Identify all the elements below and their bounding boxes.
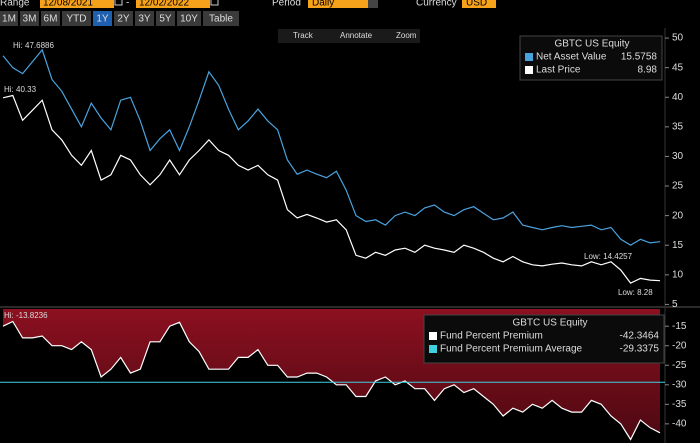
legend-name: Last Price (536, 65, 581, 76)
legend-box (519, 35, 663, 81)
y-tick-label: -35 (672, 399, 687, 410)
range-button-label: 6M (44, 14, 58, 25)
end-date: 12/02/2022 (139, 0, 189, 9)
annotation: Low: 8.28 (618, 288, 653, 297)
annotation: Hi: -13.8236 (4, 311, 48, 320)
charts: 50 45 40 35 30 25 20 15 10 5 GBTC US Equity Net Ass… (0, 33, 687, 441)
legend-title: GBTC US Equity (554, 39, 629, 50)
range-button[interactable] (93, 11, 112, 26)
dropdown-arrow[interactable] (368, 0, 378, 8)
range-button-label: 1Y (96, 14, 109, 25)
start-date-input[interactable] (40, 0, 114, 8)
range-button-label: 1M (2, 14, 16, 25)
range-label: Range (0, 0, 30, 9)
y-tick-label: 25 (672, 181, 684, 192)
y-tick-label: 20 (672, 210, 684, 221)
range-button[interactable] (62, 11, 91, 26)
calendar-icon[interactable] (114, 0, 123, 6)
legend-title: GBTC US Equity (512, 318, 587, 329)
end-date-input[interactable] (136, 0, 210, 8)
legend-value: -42.3464 (620, 331, 660, 342)
range-button[interactable] (20, 11, 39, 26)
range-button-label: 2Y (117, 14, 130, 25)
series-line (2, 320, 661, 441)
legend-swatch (429, 345, 437, 353)
annotation: Low: 14.4257 (584, 252, 633, 261)
track-tool: Track (293, 31, 314, 40)
zoom-tool: Zoom (396, 31, 417, 40)
legend-value: 8.98 (638, 65, 658, 76)
series-line (2, 94, 661, 284)
legend-box (423, 314, 665, 364)
range-button[interactable] (114, 11, 133, 26)
start-date: 12/08/2021 (43, 0, 93, 9)
currency-value: USD (466, 0, 487, 9)
y-tick-label: 5 (672, 299, 678, 310)
annotation: Hi: 40.33 (4, 85, 37, 94)
range-button-label: 3Y (138, 14, 151, 25)
annotate-tool: Annotate (340, 31, 373, 40)
legend-name: Fund Percent Premium Average (440, 344, 583, 355)
calendar-icon[interactable] (210, 0, 219, 6)
range-button[interactable] (177, 11, 201, 26)
range-button[interactable] (156, 11, 175, 26)
y-tick-label: 30 (672, 151, 684, 162)
y-tick-label: 15 (672, 240, 684, 251)
y-tick-label: 45 (672, 62, 684, 73)
range-button[interactable] (41, 11, 60, 26)
chart-panel: 50 45 40 35 30 25 20 15 10 5 GBTC US Equity Net Ass… (2, 33, 684, 310)
y-tick-label: 35 (672, 121, 684, 132)
range-buttons: 1M 3M 6M YTD 1Y 2Y 3Y 5Y 10Y Table (0, 11, 239, 26)
legend-swatch (429, 332, 437, 340)
annotation: Hi: 47.6886 (13, 41, 54, 50)
range-button-label: 3M (23, 14, 37, 25)
range-button[interactable] (203, 11, 239, 26)
range-button-label: 5Y (159, 14, 172, 25)
range-button-label: YTD (67, 14, 87, 25)
legend-swatch (525, 53, 533, 61)
y-tick-label: 40 (672, 92, 684, 103)
range-button[interactable] (0, 11, 18, 26)
y-tick-label: -30 (672, 379, 687, 390)
currency-label: Currency (416, 0, 457, 9)
chart-panel: -15 -20 -25 -30 -35 -40 GBTC US Equity Fund Per… (0, 309, 687, 441)
y-tick-label: -15 (672, 321, 687, 332)
period-value: Daily (312, 0, 334, 9)
legend-value: 15.5758 (621, 52, 658, 63)
y-tick-label: 10 (672, 269, 684, 280)
legend-swatch (525, 66, 533, 74)
y-tick-label: -25 (672, 360, 687, 371)
y-tick-label: -40 (672, 418, 687, 429)
legend-value: -29.3375 (620, 344, 660, 355)
series-line (2, 48, 661, 246)
chart-tools: Track Annotate Zoom (278, 29, 420, 43)
range-separator: - (126, 0, 129, 9)
legend-name: Fund Percent Premium (440, 331, 543, 342)
tools-bar (278, 29, 420, 43)
y-tick-label: -20 (672, 340, 687, 351)
range-button-label: 10Y (180, 14, 198, 25)
range-button[interactable] (135, 11, 154, 26)
range-button-label: Table (209, 14, 233, 25)
period-label: Period (272, 0, 301, 9)
y-tick-label: 50 (672, 33, 684, 44)
period-select[interactable] (308, 0, 378, 8)
legend-name: Net Asset Value (536, 52, 607, 63)
currency-input[interactable] (462, 0, 496, 8)
